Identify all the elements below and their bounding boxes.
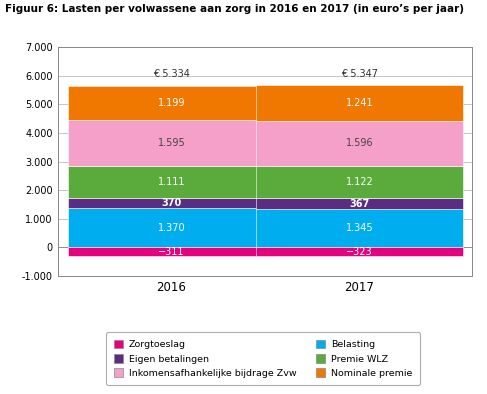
Text: 1.199: 1.199 <box>158 98 185 108</box>
Bar <box>256 166 463 198</box>
Bar <box>68 86 275 120</box>
Bar <box>68 166 275 197</box>
Text: −311: −311 <box>158 247 185 256</box>
Text: 370: 370 <box>161 198 182 208</box>
Text: 367: 367 <box>349 199 370 208</box>
Bar <box>256 85 463 121</box>
Text: 1.345: 1.345 <box>346 223 374 233</box>
Bar <box>256 209 463 247</box>
Text: Figuur 6: Lasten per volwassene aan zorg in 2016 en 2017 (in euro’s per jaar): Figuur 6: Lasten per volwassene aan zorg… <box>5 4 464 14</box>
Text: 1.122: 1.122 <box>346 177 374 187</box>
Bar <box>256 121 463 166</box>
Text: 1.370: 1.370 <box>157 223 185 233</box>
Legend: Zorgtoeslag, Eigen betalingen, Inkomensafhankelijke bijdrage Zvw, Belasting, Pre: Zorgtoeslag, Eigen betalingen, Inkomensa… <box>106 333 420 385</box>
Bar <box>256 247 463 256</box>
Text: € 5.347: € 5.347 <box>341 69 378 79</box>
Bar <box>68 120 275 166</box>
Text: 1.596: 1.596 <box>346 138 374 149</box>
Bar <box>68 197 275 208</box>
Text: 1.595: 1.595 <box>157 138 185 148</box>
Text: € 5.334: € 5.334 <box>153 69 190 79</box>
Text: 1.111: 1.111 <box>158 177 185 187</box>
Bar <box>68 247 275 256</box>
Bar <box>68 208 275 247</box>
Text: −323: −323 <box>346 247 373 257</box>
Bar <box>256 198 463 209</box>
Text: 1.241: 1.241 <box>346 98 374 108</box>
